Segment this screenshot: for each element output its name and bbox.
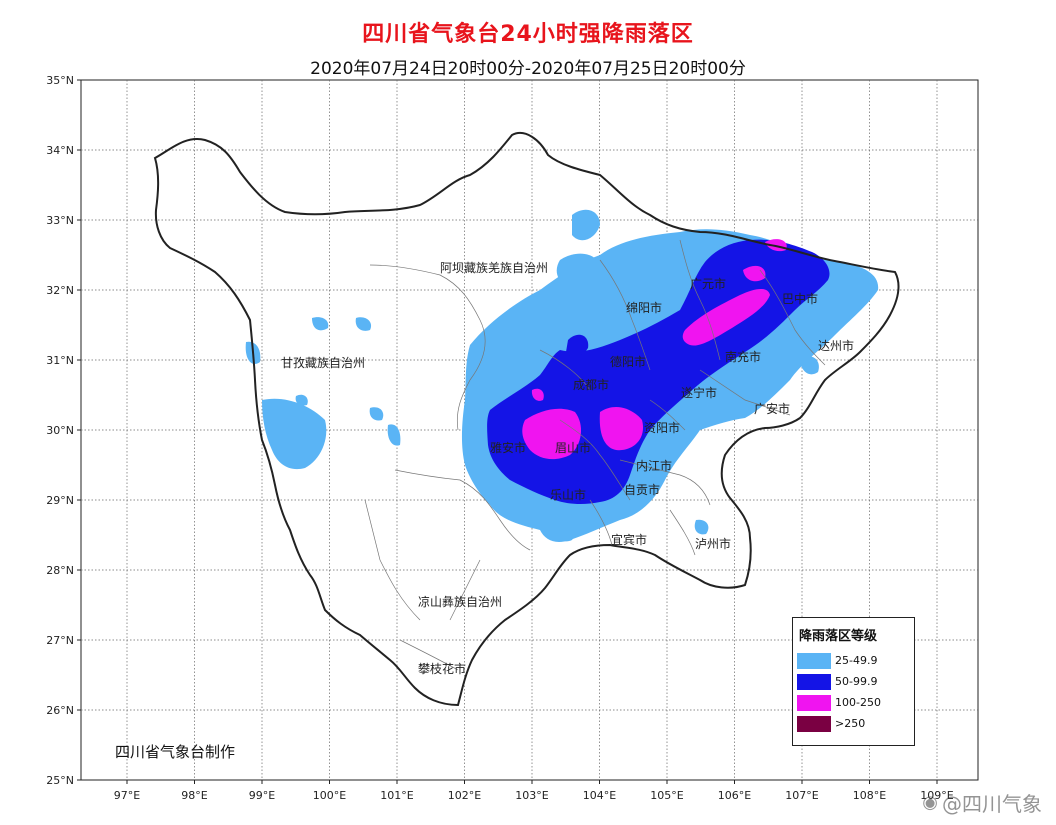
city-label-panzhihua: 攀枝花市 xyxy=(418,661,466,676)
longitude-tick-label: 104°E xyxy=(583,789,616,802)
latitude-tick-label: 29°N xyxy=(46,494,74,507)
city-label-suining: 遂宁市 xyxy=(681,385,717,400)
latitude-tick-label: 25°N xyxy=(46,774,74,787)
longitude-tick-label: 106°E xyxy=(718,789,751,802)
legend-item: >250 xyxy=(797,713,914,734)
city-label-dazhou: 达州市 xyxy=(818,338,854,353)
rainfall-legend: 降雨落区等级 25-49.9 50-99.9 100-250 >250 xyxy=(792,617,915,746)
latitude-tick-label: 35°N xyxy=(46,74,74,87)
legend-label: 25-49.9 xyxy=(835,654,878,667)
longitude-tick-label: 103°E xyxy=(515,789,548,802)
watermark-text: @四川气象 xyxy=(942,792,1042,816)
city-label-yaan: 雅安市 xyxy=(490,440,526,455)
city-label-mianyang: 绵阳市 xyxy=(626,300,662,315)
longitude-tick-label: 99°E xyxy=(249,789,275,802)
city-label-yibin: 宜宾市 xyxy=(611,532,647,547)
latitude-tick-label: 26°N xyxy=(46,704,74,717)
longitude-tick-label: 100°E xyxy=(313,789,346,802)
legend-swatch xyxy=(797,652,831,669)
latitude-tick-label: 34°N xyxy=(46,144,74,157)
longitude-tick-label: 97°E xyxy=(114,789,140,802)
latitude-tick-label: 32°N xyxy=(46,284,74,297)
producer-credit: 四川省气象台制作 xyxy=(115,743,236,761)
rain-zone-100-250 xyxy=(522,239,787,460)
city-label-luzhou: 泸州市 xyxy=(695,536,731,551)
legend-label: 50-99.9 xyxy=(835,675,878,688)
map-subtitle: 2020年07月24日20时00分-2020年07月25日20时00分 xyxy=(310,59,746,79)
longitude-labels: 97°E 98°E 99°E 100°E 101°E 102°E 103°E 104°E 105… xyxy=(114,789,954,802)
weibo-watermark: ◉ @四川气象 xyxy=(922,788,1042,817)
legend-item: 50-99.9 xyxy=(797,671,914,692)
city-label-guangyuan: 广元市 xyxy=(690,276,726,291)
legend-label: 100-250 xyxy=(835,696,881,709)
latitude-tick-label: 33°N xyxy=(46,214,74,227)
latitude-tick-label: 30°N xyxy=(46,424,74,437)
city-label-bazhong: 巴中市 xyxy=(782,291,818,306)
city-label-meishan: 眉山市 xyxy=(555,440,591,455)
city-label-leshan: 乐山市 xyxy=(550,487,586,502)
longitude-tick-label: 105°E xyxy=(650,789,683,802)
region-label-liangshan: 凉山彝族自治州 xyxy=(418,594,502,609)
longitude-tick-label: 101°E xyxy=(380,789,413,802)
longitude-tick-label: 109°E xyxy=(920,789,953,802)
prefecture-boundaries xyxy=(364,239,826,671)
legend-swatch xyxy=(797,715,831,732)
region-label-ganzi: 甘孜藏族自治州 xyxy=(281,356,365,370)
city-label-nanchong: 南充市 xyxy=(725,349,761,364)
legend-item: 100-250 xyxy=(797,692,914,713)
legend-swatch xyxy=(797,673,831,690)
city-label-deyang: 德阳市 xyxy=(610,354,646,369)
legend-title: 降雨落区等级 xyxy=(799,629,878,644)
city-label-guangan: 广安市 xyxy=(754,401,790,416)
city-label-neijiang: 内江市 xyxy=(636,458,672,473)
legend-item: 25-49.9 xyxy=(797,650,914,671)
latitude-tick-label: 27°N xyxy=(46,634,74,647)
latitude-tick-label: 28°N xyxy=(46,564,74,577)
weibo-icon: ◉ xyxy=(922,792,938,813)
longitude-tick-label: 102°E xyxy=(448,789,481,802)
latitude-tick-label: 31°N xyxy=(46,354,74,367)
latitude-labels: 35°N 34°N 33°N 32°N 31°N 30°N 29°N 28°N 27°N 26°N… xyxy=(46,74,74,787)
longitude-tick-label: 98°E xyxy=(181,789,207,802)
city-label-ziyang: 资阳市 xyxy=(644,420,680,435)
legend-label: >250 xyxy=(835,717,866,730)
region-label-aba: 阿坝藏族羌族自治州 xyxy=(440,261,548,275)
map-title: 四川省气象台24小时强降雨落区 xyxy=(362,22,694,47)
city-label-zigong: 自贡市 xyxy=(624,482,660,497)
province-boundary xyxy=(153,132,900,707)
longitude-tick-label: 108°E xyxy=(853,789,886,802)
city-label-chengdu: 成都市 xyxy=(573,377,609,392)
legend-swatch xyxy=(797,694,831,711)
longitude-tick-label: 107°E xyxy=(785,789,818,802)
